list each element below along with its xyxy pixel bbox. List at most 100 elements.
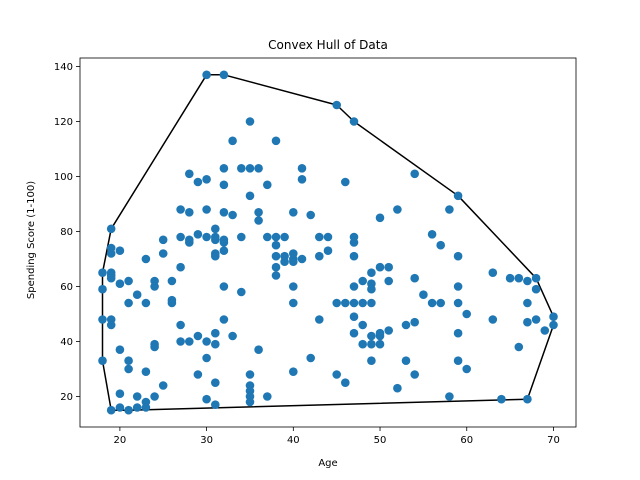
data-point bbox=[384, 326, 394, 335]
data-point bbox=[106, 224, 116, 234]
data-point bbox=[124, 364, 133, 374]
data-point bbox=[367, 356, 376, 366]
x-tick-label: 50 bbox=[374, 435, 387, 446]
data-point bbox=[349, 312, 359, 322]
data-point bbox=[367, 298, 376, 308]
data-point bbox=[358, 276, 368, 286]
x-axis-label: Age bbox=[318, 458, 337, 469]
data-point bbox=[141, 367, 151, 377]
data-point bbox=[202, 232, 211, 242]
data-point bbox=[132, 403, 142, 412]
data-point bbox=[375, 213, 385, 223]
data-point bbox=[115, 389, 125, 399]
data-point bbox=[514, 342, 524, 352]
data-point bbox=[228, 210, 237, 220]
data-point bbox=[523, 298, 532, 308]
data-point bbox=[297, 254, 307, 264]
data-point bbox=[115, 403, 125, 412]
data-point bbox=[280, 232, 289, 242]
data-point bbox=[436, 298, 446, 308]
data-point bbox=[531, 273, 541, 283]
y-tick-label: 60 bbox=[60, 282, 73, 293]
data-point bbox=[427, 298, 437, 308]
data-point bbox=[237, 164, 246, 173]
data-point bbox=[176, 337, 185, 346]
data-point bbox=[158, 381, 168, 390]
data-point bbox=[176, 320, 185, 330]
data-point bbox=[497, 394, 506, 404]
data-point bbox=[349, 117, 359, 126]
data-point bbox=[176, 232, 185, 242]
data-point bbox=[132, 392, 142, 401]
data-point bbox=[549, 320, 558, 330]
data-point bbox=[401, 320, 411, 330]
data-point bbox=[549, 312, 558, 322]
data-point bbox=[254, 208, 263, 217]
data-point bbox=[297, 164, 307, 173]
data-point bbox=[115, 279, 125, 289]
x-tick-label: 40 bbox=[287, 435, 300, 446]
y-tick-label: 20 bbox=[60, 392, 73, 403]
data-point bbox=[263, 232, 272, 242]
data-point bbox=[410, 169, 420, 179]
data-point bbox=[185, 238, 194, 247]
data-point bbox=[410, 273, 420, 283]
data-point bbox=[193, 177, 203, 187]
x-tick-label: 60 bbox=[460, 435, 473, 446]
data-point bbox=[254, 345, 263, 355]
data-point bbox=[349, 328, 359, 338]
data-point bbox=[323, 232, 333, 242]
data-point bbox=[453, 251, 463, 261]
data-point bbox=[341, 298, 350, 308]
data-point bbox=[358, 298, 368, 308]
y-tick-label: 40 bbox=[60, 337, 73, 348]
data-point bbox=[358, 320, 368, 330]
data-point bbox=[289, 282, 298, 291]
data-point bbox=[106, 249, 116, 258]
data-point bbox=[323, 246, 333, 255]
data-point bbox=[341, 378, 350, 388]
data-point bbox=[445, 392, 454, 401]
data-point bbox=[349, 251, 359, 261]
data-point bbox=[427, 230, 437, 239]
data-point bbox=[540, 326, 550, 335]
data-point bbox=[124, 405, 133, 415]
data-point bbox=[115, 345, 125, 355]
data-point bbox=[219, 282, 229, 291]
data-point bbox=[332, 100, 342, 110]
data-point bbox=[453, 356, 463, 366]
data-point bbox=[488, 268, 498, 278]
data-point bbox=[228, 136, 237, 146]
data-point bbox=[185, 208, 194, 217]
data-point bbox=[167, 295, 177, 305]
data-point bbox=[289, 367, 298, 377]
data-point bbox=[98, 315, 107, 324]
data-point bbox=[245, 164, 255, 173]
data-point bbox=[202, 175, 211, 184]
data-point bbox=[349, 298, 359, 308]
data-point bbox=[202, 337, 211, 346]
data-point bbox=[211, 400, 220, 410]
x-tick-label: 20 bbox=[114, 435, 127, 446]
data-point bbox=[505, 273, 515, 283]
data-point bbox=[106, 405, 116, 415]
data-point bbox=[176, 262, 185, 272]
data-point bbox=[453, 191, 463, 201]
data-point bbox=[115, 246, 125, 255]
data-points bbox=[98, 70, 558, 415]
data-point bbox=[315, 251, 324, 261]
data-point bbox=[523, 394, 532, 404]
data-point bbox=[219, 208, 229, 217]
data-point bbox=[280, 251, 289, 261]
y-axis-label: Spending Score (1-100) bbox=[26, 181, 37, 299]
data-point bbox=[167, 276, 177, 286]
data-point bbox=[150, 339, 159, 349]
data-point bbox=[211, 224, 220, 234]
data-point bbox=[124, 356, 133, 366]
data-point bbox=[271, 240, 281, 250]
data-point bbox=[193, 370, 203, 379]
data-point bbox=[349, 238, 359, 247]
data-point bbox=[98, 284, 107, 294]
data-point bbox=[245, 117, 255, 126]
axes-frame bbox=[79, 57, 577, 428]
